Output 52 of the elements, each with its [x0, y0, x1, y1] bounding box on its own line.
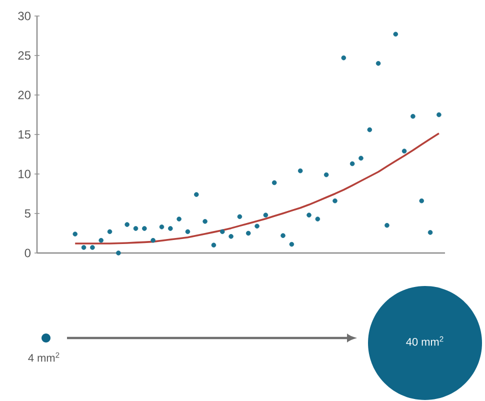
point — [185, 229, 190, 234]
y-tick-label: 25 — [18, 51, 30, 60]
point — [116, 250, 121, 256]
point — [393, 32, 398, 37]
point — [263, 212, 268, 218]
point — [254, 224, 260, 229]
point — [98, 238, 104, 243]
point — [124, 222, 130, 227]
y-tick-label: 20 — [18, 90, 31, 100]
point — [90, 245, 95, 250]
point — [306, 212, 312, 218]
point — [72, 232, 78, 236]
point — [81, 245, 86, 250]
point — [350, 161, 355, 166]
point — [436, 112, 442, 118]
point — [376, 61, 381, 66]
point — [410, 114, 416, 119]
point — [133, 226, 138, 231]
y-tick-label: 10 — [18, 170, 31, 178]
point — [332, 198, 338, 204]
point — [159, 224, 164, 230]
point — [228, 234, 234, 239]
text: 40 mm$^{2}$ — [406, 336, 444, 346]
point — [237, 214, 242, 220]
point — [272, 180, 277, 186]
point — [298, 168, 303, 174]
point — [280, 233, 286, 238]
point — [358, 156, 364, 161]
point — [384, 222, 390, 228]
point — [107, 229, 112, 234]
point — [211, 242, 216, 248]
point — [176, 216, 182, 222]
point — [289, 242, 294, 247]
point — [246, 230, 251, 236]
point — [220, 229, 225, 234]
point — [419, 198, 424, 204]
point — [315, 216, 320, 222]
point — [324, 172, 329, 178]
point — [402, 148, 407, 154]
point — [367, 127, 372, 132]
y-tick-label: 5 — [24, 209, 30, 218]
point — [150, 238, 156, 243]
point — [428, 230, 433, 235]
point — [168, 226, 173, 231]
point — [341, 55, 346, 60]
y-tick-label: 15 — [18, 130, 30, 139]
point — [194, 192, 199, 197]
y-tick-label: 0 — [24, 248, 31, 258]
y-tick-label: 30 — [18, 12, 31, 20]
text: 4 mm$^{2}$ — [28, 352, 60, 362]
point — [142, 226, 147, 231]
point — [202, 219, 208, 224]
